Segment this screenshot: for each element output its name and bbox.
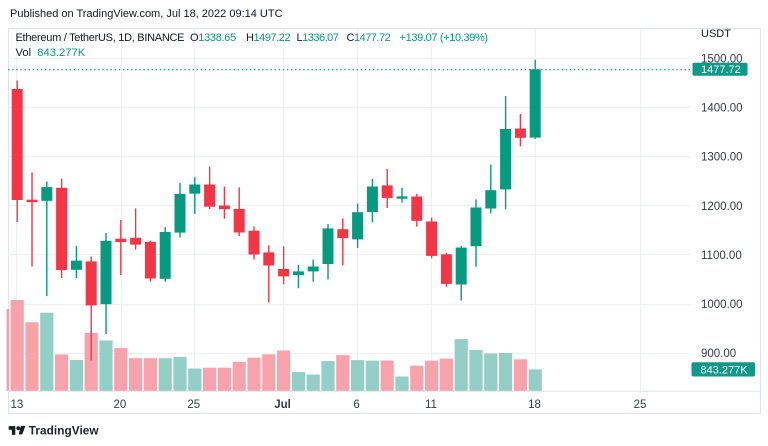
svg-text:6: 6 <box>353 399 359 411</box>
svg-text:TradingView: TradingView <box>29 423 100 437</box>
svg-text:20: 20 <box>114 399 127 411</box>
svg-text:H1497.22: H1497.22 <box>246 32 290 44</box>
svg-text:1300.00: 1300.00 <box>701 152 743 164</box>
svg-text:1477.72: 1477.72 <box>701 64 741 76</box>
svg-text:1000.00: 1000.00 <box>701 299 743 311</box>
svg-text:Ethereum / TetherUS, 1D, BINAN: Ethereum / TetherUS, 1D, BINANCE <box>16 32 185 44</box>
svg-text:11: 11 <box>425 399 437 411</box>
svg-text:Published on TradingView.com,: Published on TradingView.com, Jul 18, 20… <box>10 8 283 20</box>
svg-text:1500.00: 1500.00 <box>701 53 743 65</box>
svg-text:18: 18 <box>528 399 541 411</box>
svg-text:O1338.65: O1338.65 <box>190 32 236 44</box>
svg-text:900.00: 900.00 <box>701 348 736 360</box>
svg-text:1200.00: 1200.00 <box>701 201 743 213</box>
svg-text:843.277K: 843.277K <box>701 364 749 376</box>
svg-text:Jul: Jul <box>274 399 291 411</box>
svg-text:1100.00: 1100.00 <box>701 250 742 262</box>
svg-text:13: 13 <box>11 399 24 411</box>
svg-text:+139.07 (+10.39%): +139.07 (+10.39%) <box>400 32 488 44</box>
svg-text:25: 25 <box>187 399 200 411</box>
svg-text:L1336.07: L1336.07 <box>297 32 339 44</box>
svg-text:USDT: USDT <box>701 28 731 40</box>
svg-text:C1477.72: C1477.72 <box>347 32 391 44</box>
svg-text:25: 25 <box>634 399 647 411</box>
svg-text:Vol 843.277K: Vol 843.277K <box>16 47 86 59</box>
svg-text:1400.00: 1400.00 <box>701 102 743 114</box>
